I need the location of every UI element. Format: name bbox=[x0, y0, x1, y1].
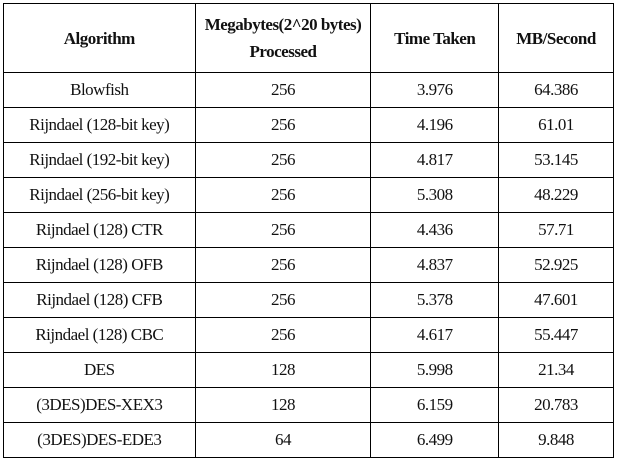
table-cell: 64.386 bbox=[498, 72, 614, 108]
table-cell: 256 bbox=[194, 282, 372, 318]
table-cell: 256 bbox=[194, 72, 372, 108]
table-row: Rijndael (128-bit key) 256 4.196 61.01 bbox=[3, 107, 614, 143]
table-row: (3DES)DES-EDE3 64 6.499 9.848 bbox=[3, 422, 614, 458]
table-cell: Blowfish bbox=[3, 72, 196, 108]
table-cell: 5.308 bbox=[370, 177, 500, 213]
header-cell: MB/Second bbox=[498, 3, 614, 73]
table-cell: 5.998 bbox=[370, 352, 500, 388]
table-cell: 256 bbox=[194, 177, 372, 213]
table-cell: 4.196 bbox=[370, 107, 500, 143]
table-cell: Rijndael (128) CBC bbox=[3, 317, 196, 353]
header-cell: Megabytes(2^20 bytes) Processed bbox=[194, 3, 372, 73]
table-cell: 256 bbox=[194, 107, 372, 143]
table-cell: 55.447 bbox=[498, 317, 614, 353]
table-cell: 128 bbox=[194, 352, 372, 388]
table-body: Blowfish 256 3.976 64.386 Rijndael (128-bit … bbox=[3, 72, 614, 458]
table-cell: 21.34 bbox=[498, 352, 614, 388]
table-row: Rijndael (192-bit key) 256 4.817 53.145 bbox=[3, 142, 614, 178]
table-row: Rijndael (128) OFB 256 4.837 52.925 bbox=[3, 247, 614, 283]
table-cell: Rijndael (192-bit key) bbox=[3, 142, 196, 178]
table-cell: 61.01 bbox=[498, 107, 614, 143]
table-cell: Rijndael (128) CTR bbox=[3, 212, 196, 248]
table-cell: Rijndael (128-bit key) bbox=[3, 107, 196, 143]
table-cell: Rijndael (128) OFB bbox=[3, 247, 196, 283]
table-row: (3DES)DES-XEX3 128 6.159 20.783 bbox=[3, 387, 614, 423]
table-cell: 4.837 bbox=[370, 247, 500, 283]
table-cell: 57.71 bbox=[498, 212, 614, 248]
header-row: Algorithm Megabytes(2^20 bytes) Processed… bbox=[3, 3, 614, 73]
table-row: Rijndael (128) CTR 256 4.436 57.71 bbox=[3, 212, 614, 248]
table-cell: 256 bbox=[194, 247, 372, 283]
table-cell: 4.817 bbox=[370, 142, 500, 178]
table-cell: 256 bbox=[194, 317, 372, 353]
header-cell: Time Taken bbox=[370, 3, 500, 73]
table-cell: 256 bbox=[194, 142, 372, 178]
table-cell: 6.499 bbox=[370, 422, 500, 458]
table-cell: 64 bbox=[194, 422, 372, 458]
header-cell: Algorithm bbox=[3, 3, 196, 73]
table-row: Rijndael (128) CFB 256 5.378 47.601 bbox=[3, 282, 614, 318]
table-cell: (3DES)DES-XEX3 bbox=[3, 387, 196, 423]
table-row: DES 128 5.998 21.34 bbox=[3, 352, 614, 388]
table-row: Rijndael (128) CBC 256 4.617 55.447 bbox=[3, 317, 614, 353]
table-cell: 4.617 bbox=[370, 317, 500, 353]
table-row: Rijndael (256-bit key) 256 5.308 48.229 bbox=[3, 177, 614, 213]
results-table: Algorithm Megabytes(2^20 bytes) Processed… bbox=[3, 3, 614, 458]
table-cell: 9.848 bbox=[498, 422, 614, 458]
table-row: Blowfish 256 3.976 64.386 bbox=[3, 72, 614, 108]
table-cell: 48.229 bbox=[498, 177, 614, 213]
table-cell: 47.601 bbox=[498, 282, 614, 318]
table-cell: (3DES)DES-EDE3 bbox=[3, 422, 196, 458]
table-cell: 20.783 bbox=[498, 387, 614, 423]
table-cell: 5.378 bbox=[370, 282, 500, 318]
table-cell: 52.925 bbox=[498, 247, 614, 283]
table-cell: 4.436 bbox=[370, 212, 500, 248]
table-cell: Rijndael (128) CFB bbox=[3, 282, 196, 318]
table-cell: 256 bbox=[194, 212, 372, 248]
table-cell: 128 bbox=[194, 387, 372, 423]
table-cell: DES bbox=[3, 352, 196, 388]
table-cell: Rijndael (256-bit key) bbox=[3, 177, 196, 213]
table-cell: 3.976 bbox=[370, 72, 500, 108]
table-cell: 6.159 bbox=[370, 387, 500, 423]
table-cell: 53.145 bbox=[498, 142, 614, 178]
